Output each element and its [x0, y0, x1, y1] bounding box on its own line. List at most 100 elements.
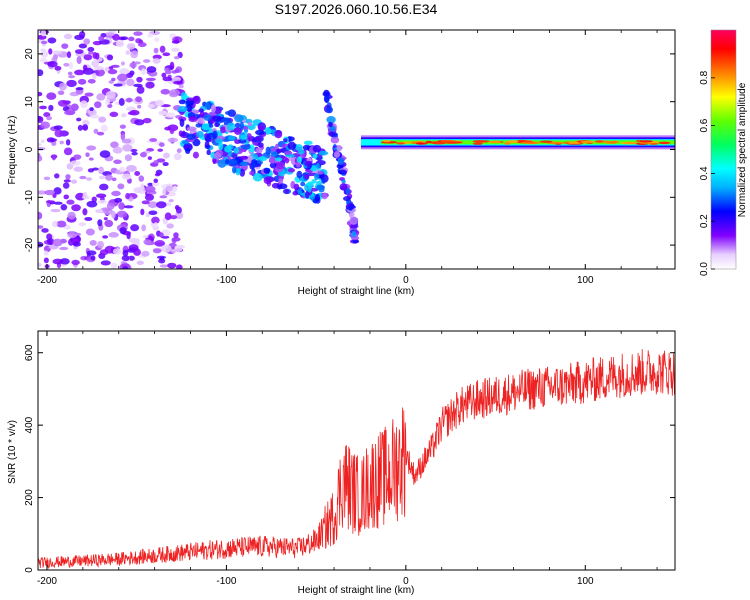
spectrogram-band-blob — [283, 138, 288, 143]
spectrogram-noise-blob — [51, 50, 63, 55]
spectrogram-band-blob — [204, 141, 210, 148]
spectrogram-noise-blob — [125, 192, 130, 200]
spectrogram-noise-blob — [162, 76, 172, 82]
spectrogram-noise-blob — [70, 103, 79, 111]
spectrogram-noise-blob — [119, 166, 126, 172]
spectrogram-band-blob — [312, 153, 318, 159]
spectrogram-noise-blob — [43, 257, 49, 264]
spectrogram-noise-blob — [142, 59, 151, 63]
spectrogram-noise-blob — [40, 139, 45, 143]
spectrogram-band-blob — [348, 205, 353, 211]
spectrogram-band-blob — [283, 151, 293, 155]
spectrogram-noise-blob — [76, 117, 82, 122]
spectrogram-band-blob — [339, 183, 348, 191]
spectrogram-band-blob — [285, 153, 296, 158]
spectrogram-noise-blob — [119, 124, 126, 129]
spectrogram-band-blob — [271, 182, 280, 189]
spectrogram-noise-blob — [159, 257, 165, 261]
spectrogram-noise-blob — [162, 162, 169, 167]
spectrogram-noise-blob — [171, 47, 180, 52]
spectrogram-noise-blob — [38, 225, 44, 229]
spectrogram-noise-blob — [130, 224, 140, 232]
spectrogram-noise-blob — [120, 61, 125, 66]
spectrogram-noise-blob — [161, 72, 167, 78]
spectrogram-noise-blob — [47, 61, 58, 68]
spectrogram-band-blob — [349, 224, 359, 229]
spectrogram-noise-blob — [108, 66, 114, 70]
spectrogram-band-blob — [233, 127, 242, 135]
spectrogram-noise-blob — [145, 212, 151, 218]
spectrogram-noise-blob — [62, 182, 70, 189]
spectrogram-noise-blob — [59, 258, 70, 265]
spectrogram-noise-blob — [123, 205, 134, 209]
snr-xtick-label: 100 — [577, 576, 594, 587]
spectrogram-noise-blob — [136, 260, 144, 265]
spectrogram-band-blob — [235, 167, 241, 176]
spectrogram-ytick-label: -20 — [24, 237, 35, 252]
spectrogram-noise-blob — [65, 174, 71, 180]
spectrogram-band-blob — [227, 135, 236, 141]
spectrogram-noise-blob — [152, 57, 161, 64]
spectrogram-noise-blob — [87, 51, 94, 55]
spectrogram-noise-blob — [91, 60, 100, 68]
spectrogram-noise-blob — [70, 179, 78, 184]
spectrogram-noise-blob — [58, 82, 67, 91]
spectrogram-noise-blob — [125, 165, 137, 172]
spectrogram-noise-blob — [113, 159, 122, 164]
spectrogram-line-core — [472, 142, 483, 145]
spectrogram-noise-blob — [117, 73, 128, 82]
spectrogram-noise-blob — [173, 80, 183, 85]
spectrogram-noise-blob — [92, 51, 98, 59]
spectrogram-noise-blob — [176, 264, 183, 269]
spectrogram-noise-blob — [38, 262, 42, 268]
spectrogram-noise-blob — [168, 199, 174, 203]
spectrogram-noise-blob — [134, 119, 145, 126]
spectrogram-noise-blob — [171, 76, 181, 82]
spectrogram-noise-blob — [75, 87, 84, 91]
spectrogram-band-blob — [326, 116, 336, 124]
spectrogram-noise-blob — [61, 43, 69, 49]
spectrogram-noise-blob — [89, 114, 100, 119]
spectrogram-noise-blob — [64, 110, 76, 116]
spectrogram-noise-blob — [128, 255, 135, 261]
spectrogram-noise-blob — [67, 211, 76, 220]
spectrogram-noise-blob — [47, 37, 57, 44]
spectrogram-band-blob — [306, 181, 314, 189]
spectrogram-noise-blob — [54, 65, 62, 71]
spectrogram-noise-blob — [169, 89, 181, 96]
spectrogram-noise-blob — [63, 33, 73, 40]
spectrogram-noise-blob — [66, 51, 72, 59]
spectrogram-noise-blob — [77, 124, 83, 131]
spectrogram-band-blob — [201, 123, 212, 131]
spectrogram-noise-blob — [165, 185, 173, 192]
spectrogram-noise-blob — [104, 67, 110, 72]
spectrogram-noise-blob — [52, 258, 63, 265]
spectrogram-noise-blob — [167, 201, 172, 207]
spectrogram-band-blob — [251, 160, 256, 169]
spectrogram-noise-blob — [159, 232, 164, 238]
spectrogram-band-blob — [188, 116, 198, 123]
spectrogram-noise-blob — [169, 215, 178, 220]
spectrogram-noise-blob — [66, 79, 77, 88]
spectrogram-noise-blob — [165, 112, 176, 118]
snr-frame — [37, 330, 676, 571]
spectrogram-band-blob — [321, 192, 328, 200]
spectrogram-noise-blob — [53, 125, 63, 130]
spectrogram-band-blob — [337, 157, 345, 166]
spectrogram-noise-blob — [73, 166, 84, 172]
spectrogram-band-blob — [264, 127, 272, 135]
spectrogram-noise-blob — [106, 201, 115, 210]
spectrogram-noise-blob — [156, 201, 167, 209]
spectrogram-noise-blob — [118, 202, 125, 210]
spectrogram-band-blob — [304, 160, 313, 167]
spectrogram-noise-blob — [40, 121, 51, 129]
spectrogram-noise-blob — [108, 232, 119, 238]
spectrogram-noise-blob — [127, 111, 137, 116]
spectrogram-noise-blob — [153, 47, 159, 54]
spectrogram-noise-blob — [105, 90, 116, 99]
spectrogram-line-core — [416, 142, 425, 145]
spectrogram-noise-blob — [134, 171, 141, 176]
spectrogram-noise-blob — [48, 48, 53, 55]
spectrogram-noise-blob — [46, 92, 57, 100]
spectrogram-noise-blob — [137, 42, 147, 48]
